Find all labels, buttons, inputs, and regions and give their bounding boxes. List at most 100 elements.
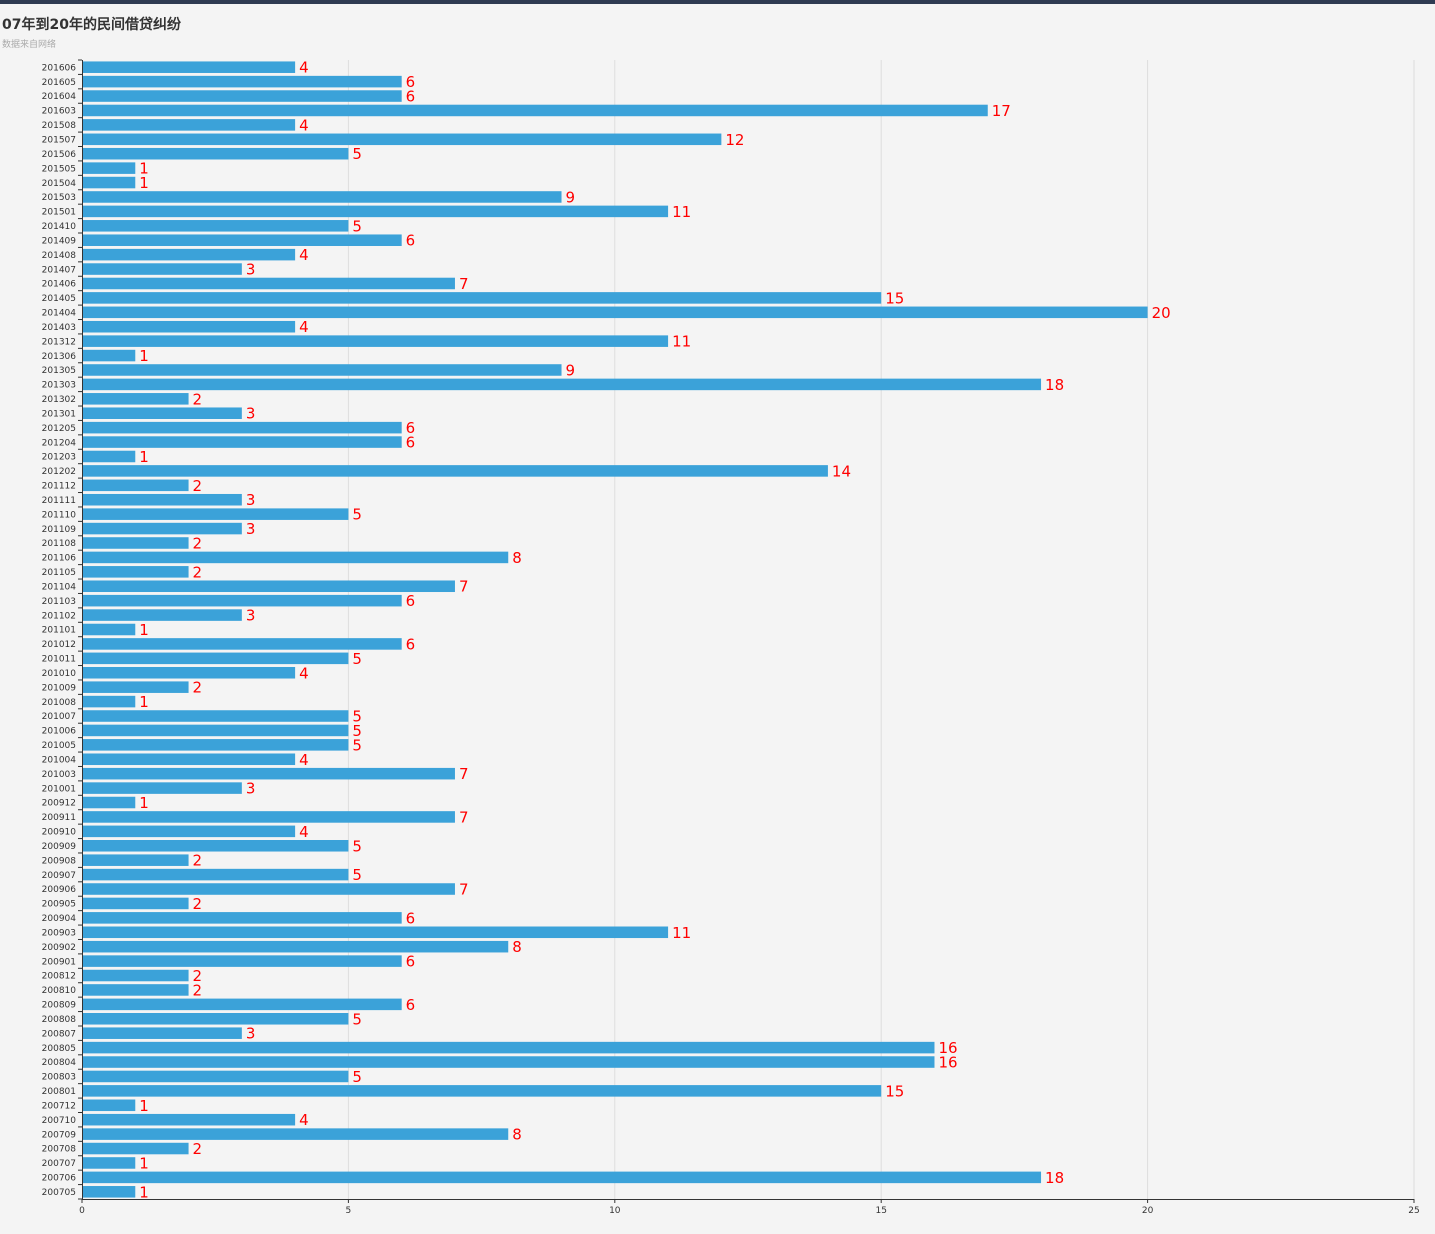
bar[interactable] <box>82 493 242 506</box>
bar[interactable] <box>82 681 189 693</box>
top-bar <box>0 0 1435 4</box>
bar[interactable] <box>82 623 136 636</box>
data-label: 18 <box>1045 376 1064 394</box>
bar[interactable] <box>82 566 189 578</box>
data-label: 7 <box>459 765 469 783</box>
bar[interactable] <box>82 1041 935 1054</box>
bar[interactable] <box>82 450 136 463</box>
bar[interactable] <box>82 421 402 434</box>
bar[interactable] <box>82 378 1042 391</box>
bar[interactable] <box>82 191 562 203</box>
bar[interactable] <box>82 782 242 794</box>
bar[interactable] <box>82 1013 349 1025</box>
bar[interactable] <box>82 1128 509 1140</box>
bar[interactable] <box>82 306 1148 319</box>
bar[interactable] <box>82 220 349 232</box>
bar[interactable] <box>82 393 189 405</box>
bar[interactable] <box>82 666 296 679</box>
bar[interactable] <box>82 551 509 564</box>
bar[interactable] <box>82 940 509 953</box>
data-label: 8 <box>512 938 522 956</box>
bar[interactable] <box>82 320 296 333</box>
bar[interactable] <box>82 263 242 275</box>
bar[interactable] <box>82 1113 296 1126</box>
bar[interactable] <box>82 912 402 924</box>
x-axis: 0 5 10 15 20 25 <box>79 1199 1420 1216</box>
bar[interactable] <box>82 1027 242 1039</box>
bar[interactable] <box>82 465 828 477</box>
bar[interactable] <box>82 609 242 621</box>
bar[interactable] <box>82 739 349 751</box>
bar[interactable] <box>82 1157 136 1169</box>
bar[interactable] <box>82 926 669 939</box>
bar[interactable] <box>82 998 402 1011</box>
bar[interactable] <box>82 984 189 996</box>
bar[interactable] <box>82 897 189 910</box>
bar[interactable] <box>82 883 455 895</box>
y-tick-label: 200706 <box>42 1174 77 1184</box>
data-label: 11 <box>672 203 691 221</box>
bar[interactable] <box>82 1142 189 1155</box>
y-tick-label: 201204 <box>42 438 77 448</box>
bar[interactable] <box>82 436 402 448</box>
bar[interactable] <box>82 162 136 174</box>
bar[interactable] <box>82 133 722 146</box>
bar[interactable] <box>82 1056 935 1068</box>
y-tick-label: 201408 <box>42 251 77 261</box>
bar[interactable] <box>82 695 136 708</box>
y-tick-label: 200903 <box>42 928 76 938</box>
bar[interactable] <box>82 710 349 722</box>
data-label: 5 <box>352 708 362 726</box>
bar[interactable] <box>82 839 349 852</box>
bar[interactable] <box>82 119 296 131</box>
bar[interactable] <box>82 580 455 593</box>
bar[interactable] <box>82 652 349 665</box>
bar[interactable] <box>82 868 349 881</box>
y-tick-label: 201409 <box>42 236 77 246</box>
bar[interactable] <box>82 825 296 838</box>
data-label: 7 <box>459 275 469 293</box>
data-label: 1 <box>139 1097 149 1115</box>
bar[interactable] <box>82 638 402 650</box>
bar[interactable] <box>82 1070 349 1083</box>
bar[interactable] <box>82 335 669 347</box>
y-tick-label: 201306 <box>42 352 77 362</box>
bar[interactable] <box>82 248 296 261</box>
bar[interactable] <box>82 479 189 492</box>
bar[interactable] <box>82 767 455 780</box>
bar[interactable] <box>82 522 242 535</box>
bar[interactable] <box>82 176 136 189</box>
bar[interactable] <box>82 407 242 420</box>
bar[interactable] <box>82 277 455 290</box>
bar[interactable] <box>82 205 669 218</box>
bar[interactable] <box>82 61 296 73</box>
bar[interactable] <box>82 1171 1042 1184</box>
bar[interactable] <box>82 594 402 607</box>
bar[interactable] <box>82 955 402 967</box>
data-label: 2 <box>193 967 203 985</box>
bar[interactable] <box>82 1085 882 1097</box>
y-tick-label: 200712 <box>42 1101 76 1111</box>
bar[interactable] <box>82 292 882 304</box>
bar[interactable] <box>82 104 988 117</box>
bar[interactable] <box>82 75 402 88</box>
bar[interactable] <box>82 234 402 246</box>
bar[interactable] <box>82 854 189 866</box>
bar[interactable] <box>82 796 136 809</box>
bar[interactable] <box>82 1186 136 1198</box>
bar[interactable] <box>82 753 296 766</box>
data-label: 11 <box>672 333 691 351</box>
bar[interactable] <box>82 969 189 982</box>
data-label: 3 <box>246 261 256 279</box>
bar[interactable] <box>82 1099 136 1112</box>
bar[interactable] <box>82 537 189 549</box>
bar[interactable] <box>82 364 562 376</box>
bar[interactable] <box>82 90 402 102</box>
bar[interactable] <box>82 811 455 823</box>
bar[interactable] <box>82 508 349 520</box>
bar[interactable] <box>82 147 349 160</box>
data-label: 2 <box>193 895 203 913</box>
bar[interactable] <box>82 349 136 362</box>
bar[interactable] <box>82 724 349 737</box>
